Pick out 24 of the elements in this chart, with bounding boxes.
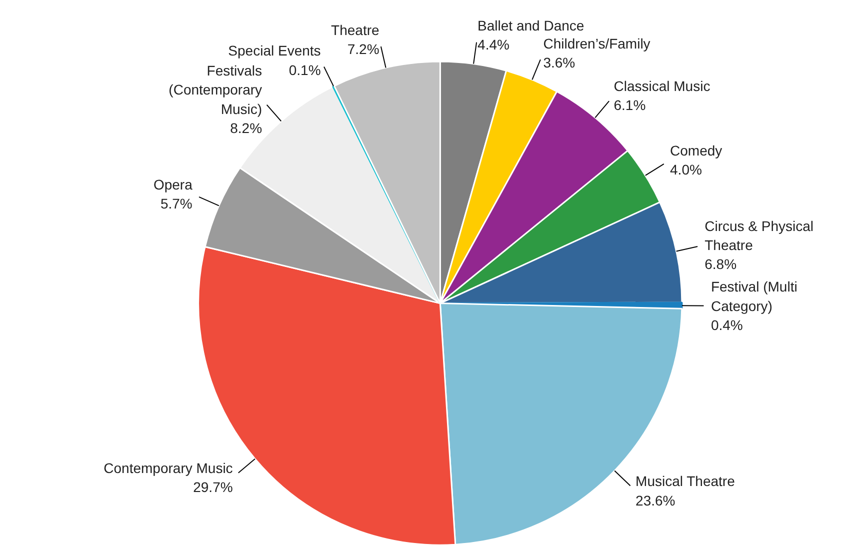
data-label: 3.6% (543, 54, 576, 71)
slice-label: Special Events (228, 42, 321, 59)
data-label: 0.4% (710, 317, 743, 334)
data-label: 23.6% (636, 492, 676, 508)
data-label: 0.1% (288, 62, 321, 78)
data-label: 6.1% (614, 97, 646, 114)
slice-label: Theatre (331, 22, 380, 38)
data-label: 29.7% (193, 479, 233, 496)
slice-label: Children’s/Family (543, 35, 650, 52)
slice-label: Circus & Physical Theatre (704, 218, 814, 253)
data-label: 5.7% (160, 196, 192, 212)
data-label: 7.2% (347, 41, 380, 58)
data-label: 4.0% (670, 162, 702, 178)
data-label: 4.4% (478, 36, 510, 53)
slice-label: Ballet and Dance (478, 18, 584, 34)
slice-label: Opera (153, 176, 193, 192)
slice-label: Contemporary Music (104, 460, 233, 476)
slice-label: Musical Theatre (636, 473, 736, 490)
slice-label: Comedy (670, 142, 722, 159)
data-label: 6.8% (704, 256, 737, 272)
data-label: 8.2% (230, 120, 262, 136)
slice-label: Festivals (Contemporary Music) (168, 62, 262, 117)
slice-label: Classical Music (614, 78, 710, 94)
slice-label: Festival (Multi Category) (710, 278, 798, 314)
